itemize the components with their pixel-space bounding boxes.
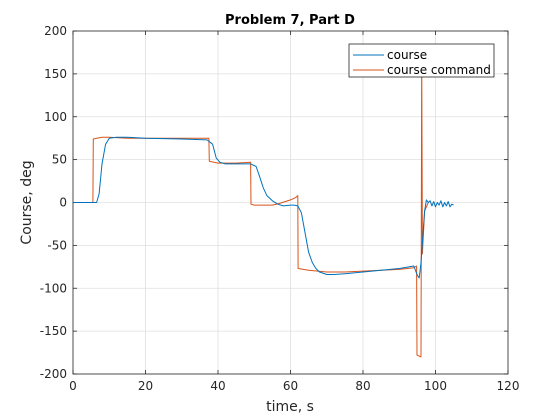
legend-box	[348, 43, 495, 78]
legend-label-course-command: course command	[387, 63, 491, 77]
y-tick-label: -50	[47, 238, 67, 252]
y-tick-label: 200	[44, 24, 67, 38]
x-tick-label: 40	[210, 379, 225, 393]
legend: course course command	[348, 43, 495, 78]
series-line-course	[73, 136, 454, 279]
x-tick-label: 20	[138, 379, 153, 393]
plot-area	[73, 54, 454, 358]
y-tick-label: -200	[40, 367, 67, 381]
legend-label-course: course	[387, 48, 427, 62]
x-axis-label: time, s	[266, 399, 314, 415]
x-tick-label: 60	[283, 379, 298, 393]
y-tick-label: -150	[40, 324, 67, 338]
y-tick-label: 150	[44, 67, 67, 81]
y-tick-label: 100	[44, 110, 67, 124]
x-tick-label: 120	[497, 379, 520, 393]
chart-title: Problem 7, Part D	[225, 13, 355, 28]
y-tick-label: 50	[52, 153, 67, 167]
x-tick-label: 0	[69, 379, 77, 393]
x-axis: 0 20 40 60 80 100 120	[69, 31, 519, 393]
y-axis-label: Course, deg	[19, 160, 35, 244]
x-tick-label: 100	[424, 379, 447, 393]
axes-box	[72, 30, 509, 375]
y-tick-label: -100	[40, 281, 67, 295]
x-tick-label: 80	[355, 379, 370, 393]
y-axis: -200 -150 -100 -50 0 50 100 150 200	[40, 24, 508, 381]
y-tick-label: 0	[59, 196, 67, 210]
